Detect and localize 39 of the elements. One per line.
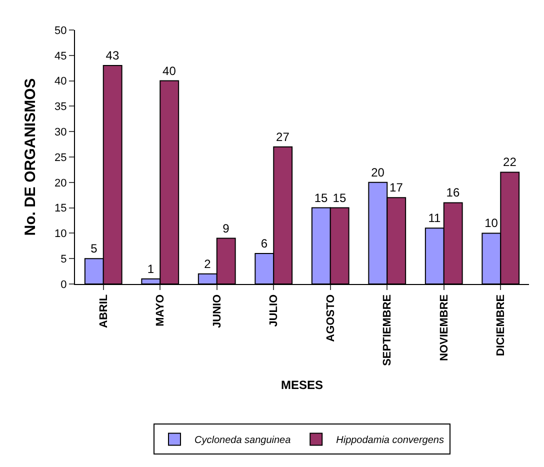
- legend-label: Cycloneda sanguinea: [194, 435, 292, 446]
- x-tick-label: DICIEMBRE: [495, 294, 508, 356]
- data-label: 20: [371, 165, 385, 180]
- data-label: 1: [147, 262, 154, 276]
- y-tick-label: 50: [54, 24, 67, 37]
- y-tick-label: 40: [54, 76, 67, 88]
- data-label: 40: [162, 64, 176, 78]
- data-label: 2: [204, 256, 212, 271]
- data-label: 6: [260, 236, 268, 251]
- x-axis-title: MESES: [280, 378, 324, 392]
- y-axis-title: No. DE ORGANISMOS: [22, 78, 39, 236]
- data-label: 10: [484, 216, 498, 230]
- y-tick-label: 20: [54, 177, 67, 190]
- x-tick-label: ABRIL: [98, 294, 110, 328]
- x-tick-label: JULIO: [268, 294, 280, 327]
- y-tick-label: 45: [54, 50, 67, 62]
- data-label: 9: [222, 221, 230, 236]
- y-tick-label: 10: [54, 228, 67, 240]
- x-tick-label: SEPTIEMBRE: [382, 294, 394, 366]
- y-tick-label: 35: [54, 101, 67, 114]
- y-tick-label: 30: [54, 126, 67, 138]
- data-label: 27: [276, 130, 290, 144]
- data-label: 17: [390, 180, 404, 195]
- legend-label: Hippodamia convergens: [336, 435, 444, 446]
- data-label: 15: [332, 190, 346, 205]
- y-tick-label: 15: [54, 202, 67, 215]
- data-label: 22: [503, 155, 517, 170]
- x-tick-label: NOVIEMBRE: [438, 294, 450, 362]
- x-tick-label: JUNIO: [211, 294, 224, 328]
- data-label: 11: [428, 211, 442, 226]
- data-label: 16: [446, 186, 460, 200]
- y-tick-label: 5: [60, 253, 67, 266]
- x-tick-label: MAYO: [154, 294, 167, 326]
- data-label: 5: [90, 242, 98, 256]
- x-tick-label: AGOSTO: [324, 294, 337, 342]
- y-tick-label: 0: [60, 278, 67, 291]
- data-label: 15: [314, 190, 328, 205]
- data-label: 43: [106, 48, 120, 63]
- y-tick-label: 25: [54, 152, 67, 164]
